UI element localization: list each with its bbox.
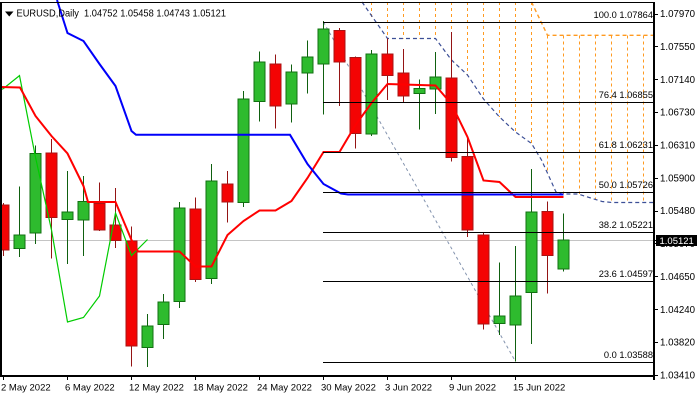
svg-text:1.05900: 1.05900 <box>660 173 696 184</box>
svg-text:100.0 1.07864: 100.0 1.07864 <box>594 10 653 20</box>
svg-text:9 Jun 2022: 9 Jun 2022 <box>449 383 496 394</box>
svg-text:23.6 1.04597: 23.6 1.04597 <box>599 269 653 279</box>
svg-text:1.05121: 1.05121 <box>660 236 694 247</box>
svg-text:1.04650: 1.04650 <box>660 272 696 283</box>
svg-text:6 May 2022: 6 May 2022 <box>65 383 115 394</box>
svg-text:50.0 1.05726: 50.0 1.05726 <box>599 180 653 190</box>
svg-text:76.4 1.06855: 76.4 1.06855 <box>599 90 653 100</box>
svg-text:1.04240: 1.04240 <box>660 305 696 316</box>
svg-text:1.03820: 1.03820 <box>660 338 696 349</box>
svg-text:0.0 1.03588: 0.0 1.03588 <box>604 350 653 360</box>
svg-text:1.06310: 1.06310 <box>660 141 696 152</box>
svg-text:1.03410: 1.03410 <box>660 371 696 382</box>
svg-text:2 May 2022: 2 May 2022 <box>1 383 51 394</box>
svg-text:12 May 2022: 12 May 2022 <box>129 383 184 394</box>
svg-text:1.07140: 1.07140 <box>660 75 696 86</box>
svg-text:24 May 2022: 24 May 2022 <box>257 383 312 394</box>
svg-text:3 Jun 2022: 3 Jun 2022 <box>385 383 432 394</box>
svg-text:EURUSD,Daily 1.04752 1.05458: EURUSD,Daily 1.04752 1.05458 1.04743 1.0… <box>17 7 227 19</box>
svg-text:1.05480: 1.05480 <box>660 206 696 217</box>
svg-text:61.8 1.06231: 61.8 1.06231 <box>599 140 653 150</box>
svg-text:18 May 2022: 18 May 2022 <box>193 383 248 394</box>
svg-text:30 May 2022: 30 May 2022 <box>321 383 376 394</box>
svg-text:1.07550: 1.07550 <box>660 42 696 53</box>
svg-text:1.07970: 1.07970 <box>660 9 696 20</box>
svg-text:15 Jun 2022: 15 Jun 2022 <box>513 383 565 394</box>
svg-text:38.2 1.05221: 38.2 1.05221 <box>599 220 653 230</box>
svg-text:1.06730: 1.06730 <box>660 108 696 119</box>
